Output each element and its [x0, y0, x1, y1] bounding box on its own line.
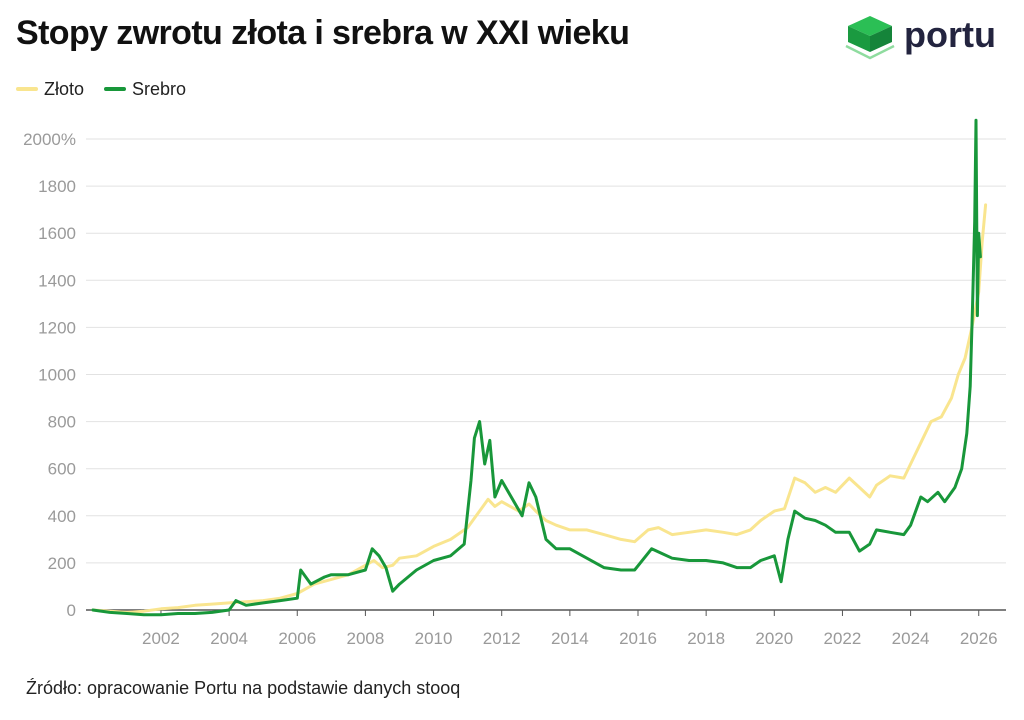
legend-label-gold: Złoto — [44, 78, 85, 99]
y-tick-label: 600 — [48, 460, 76, 479]
x-tick-label: 2008 — [346, 629, 384, 648]
y-tick-label: 800 — [48, 413, 76, 432]
x-tick-label: 2014 — [551, 629, 589, 648]
x-tick-label: 2002 — [142, 629, 180, 648]
x-tick-label: 2010 — [415, 629, 453, 648]
legend-swatch-gold — [16, 87, 38, 91]
x-tick-label: 2026 — [960, 629, 998, 648]
x-tick-label: 2004 — [210, 629, 248, 648]
chart-title: Stopy zwrotu złota i srebra w XXI wieku — [16, 14, 630, 52]
legend-swatch-silver — [104, 87, 127, 91]
y-tick-label: 1600 — [38, 224, 76, 243]
x-tick-label: 2018 — [687, 629, 725, 648]
x-tick-label: 2016 — [619, 629, 657, 648]
chart-legend: Złoto Srebro — [16, 78, 206, 100]
y-tick-label: 400 — [48, 507, 76, 526]
y-tick-label: 2000% — [23, 130, 76, 149]
y-tick-label: 1200 — [38, 318, 76, 337]
y-tick-label: 200 — [48, 554, 76, 573]
x-tick-label: 2012 — [483, 629, 521, 648]
legend-label-silver: Srebro — [132, 78, 187, 99]
series-line-silver — [91, 118, 982, 617]
y-tick-label: 1000 — [38, 366, 76, 385]
portu-cube-icon — [845, 16, 895, 60]
x-tick-label: 2024 — [892, 629, 930, 648]
x-tick-label: 2022 — [824, 629, 862, 648]
y-tick-label: 1800 — [38, 177, 76, 196]
legend-item-gold: Złoto — [16, 79, 84, 100]
y-tick-label: 0 — [67, 601, 76, 620]
x-tick-label: 2006 — [278, 629, 316, 648]
series-line-gold — [91, 203, 988, 614]
x-tick-label: 2020 — [755, 629, 793, 648]
source-note: Źródło: opracowanie Portu na podstawie d… — [26, 678, 461, 698]
legend-item-silver: Srebro — [104, 79, 186, 100]
portu-logo[interactable]: portu — [842, 12, 1012, 64]
y-tick-label: 1400 — [38, 271, 76, 290]
portu-wordmark: portu — [904, 14, 996, 55]
